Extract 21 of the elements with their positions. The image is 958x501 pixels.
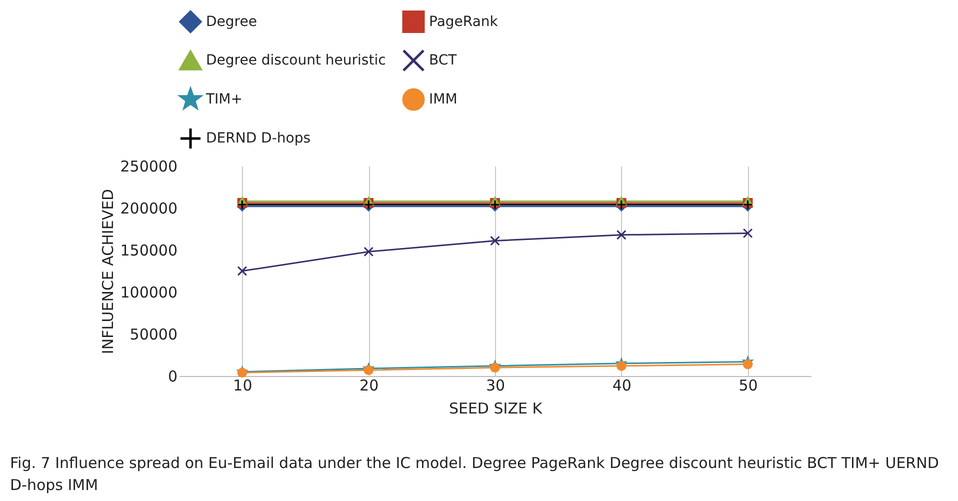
y-axis-title: INFLUENCE ACHIEVED [99,188,118,354]
y-tick-label: 150000 [120,242,178,260]
x-tick-label: 10 [233,376,252,394]
y-tick-label: 0 [168,368,178,386]
x-tick-label: 20 [360,376,379,394]
legend-label: BCT [429,52,458,68]
x-tick-label: 30 [486,376,506,394]
x-tick-label: 50 [738,376,758,394]
legend-label: Degree discount heuristic [206,52,386,68]
x-tick-label: 40 [612,376,632,394]
y-tick-label: 200000 [120,200,178,218]
caption: Fig. 7 Influence spread on Eu-Email data under the IC model. Degree PageRank Degree discount heuristic BCT TIM+ UERND D-hops IMM [10,453,940,496]
legend-label: TIM+ [205,92,242,108]
y-tick-label: 250000 [120,158,178,176]
y-tick-label: 100000 [120,284,178,302]
legend-label: DERND D-hops [206,130,311,146]
y-tick-label: 50000 [130,326,178,344]
x-axis-title: SEED SIZE K [448,400,544,418]
legend-label: PageRank [429,14,499,30]
legend-label: Degree [206,14,257,30]
legend-label: IMM [429,92,458,108]
